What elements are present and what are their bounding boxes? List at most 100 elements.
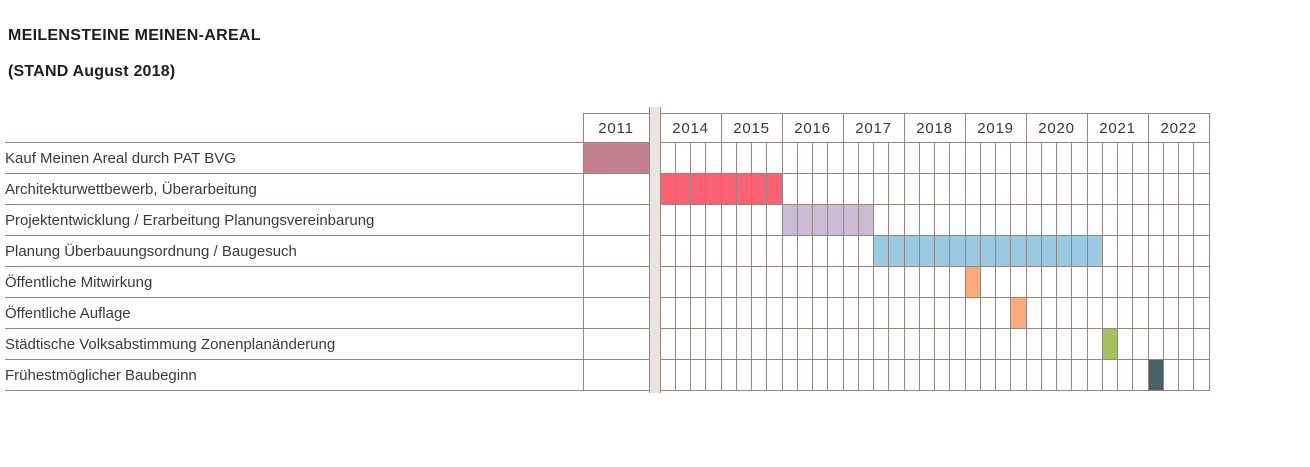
quarter-cell <box>766 297 783 329</box>
quarter-cell <box>766 328 783 360</box>
quarter-cell <box>796 235 814 267</box>
quarter-cell <box>1025 173 1042 205</box>
milestone-bar-cell <box>674 173 692 205</box>
quarter-cell <box>735 328 753 360</box>
quarter-cell <box>872 328 890 360</box>
milestone-bar-cell-2011 <box>582 142 650 174</box>
quarter-cell <box>1193 297 1210 329</box>
quarter-cell <box>689 328 707 360</box>
quarter-cell <box>1132 235 1149 267</box>
timeline-gap-cell <box>648 359 661 391</box>
quarter-cell <box>781 328 798 360</box>
quarter-cell <box>766 235 783 267</box>
quarter-cell <box>1193 235 1210 267</box>
quarter-cell <box>888 266 905 298</box>
quarter-cell <box>1162 235 1180 267</box>
quarter-cell <box>1177 328 1195 360</box>
quarter-cell <box>872 142 890 174</box>
quarter-cell <box>1116 235 1134 267</box>
quarter-cell <box>1055 328 1073 360</box>
quarter-cell <box>1132 142 1149 174</box>
quarter-cell <box>888 328 905 360</box>
quarter-cell <box>750 328 768 360</box>
milestone-row: Architekturwettbewerb, Überarbeitung <box>5 173 1210 205</box>
quarter-cell <box>994 359 1012 391</box>
quarter-cell <box>1010 142 1027 174</box>
header-corner-cell <box>5 113 583 143</box>
year-2011-cell <box>582 173 650 205</box>
milestone-bar-cell <box>705 173 722 205</box>
quarter-cell <box>705 266 722 298</box>
quarter-cell <box>1010 359 1027 391</box>
quarter-cell <box>674 266 692 298</box>
quarter-cell <box>949 328 966 360</box>
milestone-bar-cell <box>1040 235 1058 267</box>
quarter-cell <box>720 359 737 391</box>
year-header-2016: 2016 <box>781 113 844 143</box>
quarter-cell <box>1040 142 1058 174</box>
quarter-cell <box>1193 204 1210 236</box>
quarter-cell <box>1162 297 1180 329</box>
quarter-cell <box>1132 359 1149 391</box>
quarter-cell <box>1055 359 1073 391</box>
quarter-cell <box>1162 204 1180 236</box>
quarter-cell <box>1040 297 1058 329</box>
quarter-cell <box>918 266 936 298</box>
quarter-cell <box>689 204 707 236</box>
milestone-bar-cell <box>964 235 981 267</box>
milestone-bar-cell <box>796 204 814 236</box>
timeline-gap-cell <box>648 142 661 174</box>
year-header-2014: 2014 <box>659 113 722 143</box>
quarter-cell <box>1025 328 1042 360</box>
quarter-cell <box>1177 266 1195 298</box>
quarter-cell <box>1147 266 1164 298</box>
quarter-cell <box>735 235 753 267</box>
quarter-cell <box>1147 235 1164 267</box>
quarter-cell <box>1086 359 1103 391</box>
quarter-cell <box>796 328 814 360</box>
quarter-cell <box>1132 173 1149 205</box>
quarter-cell <box>689 235 707 267</box>
milestone-bar-cell <box>857 204 875 236</box>
milestone-bar-cell <box>918 235 936 267</box>
quarter-cell <box>1116 173 1134 205</box>
milestone-bar-cell <box>842 204 859 236</box>
year-2011-cell <box>582 235 650 267</box>
milestone-label: Frühestmöglicher Baubeginn <box>5 359 584 391</box>
quarter-cell <box>1010 204 1027 236</box>
quarter-cell <box>659 297 676 329</box>
quarter-cell <box>964 142 981 174</box>
quarter-cell <box>918 142 936 174</box>
quarter-cell <box>811 173 829 205</box>
quarter-cell <box>1055 204 1073 236</box>
quarter-cell <box>1116 328 1134 360</box>
quarter-cell <box>1193 266 1210 298</box>
page-title: MEILENSTEINE MEINEN-AREAL <box>8 27 261 44</box>
timeline-gap-strip-top <box>649 107 661 114</box>
quarter-cell <box>933 266 951 298</box>
quarter-cell <box>1193 359 1210 391</box>
quarter-cell <box>1040 204 1058 236</box>
milestone-bar-cell <box>949 235 966 267</box>
quarter-cell <box>1162 328 1180 360</box>
quarter-cell <box>1040 359 1058 391</box>
gantt-table: 2011 2014 2015 2016 2017 2018 2019 2020 2021 2022… <box>5 113 1210 391</box>
quarter-cell <box>1101 266 1119 298</box>
quarter-cell <box>903 142 920 174</box>
milestone-bar-cell <box>659 173 676 205</box>
quarter-cell <box>750 297 768 329</box>
timeline-gap-cell <box>648 297 661 329</box>
quarter-cell <box>674 235 692 267</box>
quarter-cell <box>903 204 920 236</box>
quarter-cell <box>720 297 737 329</box>
quarter-cell <box>781 235 798 267</box>
quarter-cell <box>750 142 768 174</box>
quarter-cell <box>1132 266 1149 298</box>
quarter-cell <box>674 328 692 360</box>
timeline-gap-cell <box>648 328 661 360</box>
quarter-cell <box>857 173 875 205</box>
quarter-cell <box>964 173 981 205</box>
quarter-cell <box>750 359 768 391</box>
milestone-bar-cell <box>720 173 737 205</box>
quarter-cell <box>857 359 875 391</box>
